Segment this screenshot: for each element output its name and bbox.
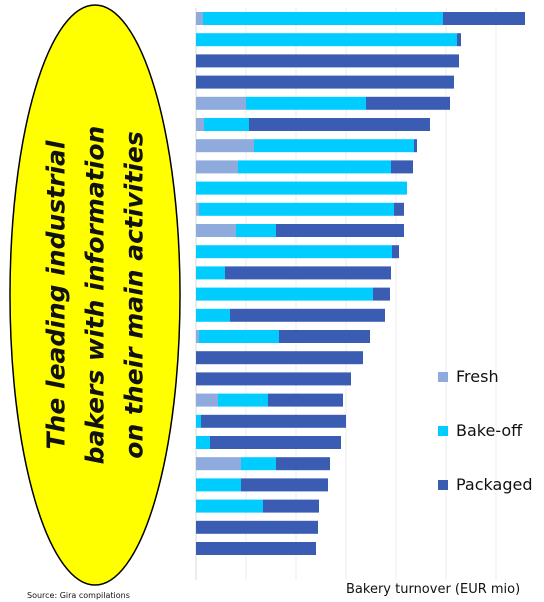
bar-packaged-8 xyxy=(391,160,413,174)
bar-bake-off-20 xyxy=(196,414,201,428)
bar-packaged-12 xyxy=(392,245,399,259)
bar-bake-off-15 xyxy=(196,308,230,322)
bar-fresh-22 xyxy=(196,457,241,471)
legend-item-packaged: Packaged xyxy=(438,475,532,494)
title-ellipse xyxy=(9,4,181,586)
legend-label-packaged: Packaged xyxy=(456,475,533,494)
bar-packaged-1 xyxy=(443,12,525,25)
bar-packaged-7 xyxy=(414,139,417,153)
bar-packaged-19 xyxy=(268,393,343,407)
bar-packaged-10 xyxy=(394,202,404,216)
bar-bake-off-1 xyxy=(203,12,443,25)
bar-packaged-6 xyxy=(249,118,430,131)
bar-bake-off-11 xyxy=(236,224,276,237)
bar-fresh-6 xyxy=(196,118,204,131)
bar-fresh-19 xyxy=(196,393,218,407)
bar-packaged-23 xyxy=(241,478,328,492)
bar-packaged-3 xyxy=(196,54,459,68)
bar-packaged-21 xyxy=(210,436,341,449)
bar-packaged-20 xyxy=(201,414,346,428)
bar-bake-off-9 xyxy=(196,181,407,195)
bar-bake-off-19 xyxy=(218,393,268,407)
bar-bake-off-8 xyxy=(238,160,391,174)
bar-bake-off-21 xyxy=(196,436,210,449)
bar-bake-off-23 xyxy=(196,478,241,492)
legend-swatch-bake-off xyxy=(438,425,448,436)
bars xyxy=(196,12,525,555)
bar-packaged-24 xyxy=(263,499,319,513)
legend-label-bake-off: Bake-off xyxy=(456,421,523,440)
bar-fresh-8 xyxy=(196,160,238,174)
bar-packaged-25 xyxy=(196,520,318,534)
bar-bake-off-14 xyxy=(196,287,373,301)
bar-bake-off-6 xyxy=(204,118,249,131)
bar-packaged-16 xyxy=(279,330,370,343)
legend-label-fresh: Fresh xyxy=(456,367,499,386)
legend-swatch-fresh xyxy=(438,371,448,382)
bar-bake-off-24 xyxy=(196,499,263,513)
legend-item-fresh: Fresh xyxy=(438,367,499,386)
bar-packaged-26 xyxy=(196,542,316,555)
bar-bake-off-10 xyxy=(199,202,394,216)
bar-bake-off-12 xyxy=(196,245,392,259)
x-axis-label: Bakery turnover (EUR mio) xyxy=(346,582,521,597)
title-line-1: The leading industrial xyxy=(41,140,71,450)
bar-bake-off-5 xyxy=(246,96,366,110)
legend-swatch-packaged xyxy=(438,479,448,490)
chart-title: The leading industrial bakers with infor… xyxy=(37,75,154,515)
bar-packaged-13 xyxy=(225,266,391,280)
legend-item-bake-off: Bake-off xyxy=(438,421,522,440)
bar-packaged-5 xyxy=(366,96,450,110)
bar-fresh-5 xyxy=(196,96,246,110)
bar-bake-off-2 xyxy=(196,33,457,47)
bar-fresh-11 xyxy=(196,224,236,237)
bar-fresh-10 xyxy=(196,202,199,216)
bar-fresh-1 xyxy=(196,12,203,25)
bar-packaged-15 xyxy=(230,308,385,322)
source-note: Source: Gira compilations xyxy=(27,591,130,600)
bar-fresh-16 xyxy=(196,330,199,343)
bar-packaged-17 xyxy=(196,351,363,365)
bar-packaged-22 xyxy=(276,457,330,471)
bar-packaged-14 xyxy=(373,287,390,301)
bar-bake-off-16 xyxy=(199,330,279,343)
bar-packaged-2 xyxy=(457,33,461,47)
bar-fresh-7 xyxy=(196,139,254,153)
bar-packaged-4 xyxy=(196,75,454,89)
bar-bake-off-22 xyxy=(241,457,276,471)
title-line-3: on their main activities xyxy=(119,131,149,459)
bar-packaged-18 xyxy=(196,372,351,386)
bar-packaged-11 xyxy=(276,224,404,237)
bar-bake-off-13 xyxy=(196,266,225,280)
bar-bake-off-7 xyxy=(254,139,414,153)
title-line-2: bakers with information xyxy=(80,125,110,465)
